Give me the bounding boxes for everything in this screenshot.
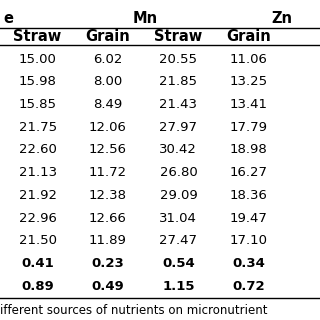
Text: Mn: Mn xyxy=(133,11,158,26)
Text: 12.66: 12.66 xyxy=(89,212,127,225)
Text: 21.50: 21.50 xyxy=(19,234,57,247)
Text: 21.13: 21.13 xyxy=(19,166,57,179)
Text: 29.09: 29.09 xyxy=(160,189,197,202)
Text: 0.23: 0.23 xyxy=(92,257,124,270)
Text: 22.60: 22.60 xyxy=(19,143,57,156)
Text: 0.41: 0.41 xyxy=(21,257,54,270)
Text: 0.49: 0.49 xyxy=(92,280,124,293)
Text: e: e xyxy=(3,11,13,26)
Text: 12.06: 12.06 xyxy=(89,121,127,134)
Text: 31.04: 31.04 xyxy=(159,212,197,225)
Text: 20.55: 20.55 xyxy=(159,52,197,66)
Text: 17.79: 17.79 xyxy=(230,121,268,134)
Text: 22.96: 22.96 xyxy=(19,212,57,225)
Text: 11.06: 11.06 xyxy=(230,52,268,66)
Text: 12.56: 12.56 xyxy=(89,143,127,156)
Text: Zn: Zn xyxy=(271,11,292,26)
Text: 13.25: 13.25 xyxy=(230,75,268,88)
Text: Grain: Grain xyxy=(227,29,271,44)
Text: 19.47: 19.47 xyxy=(230,212,268,225)
Text: Straw: Straw xyxy=(13,29,62,44)
Text: 0.72: 0.72 xyxy=(233,280,265,293)
Text: 27.47: 27.47 xyxy=(159,234,197,247)
Text: 18.36: 18.36 xyxy=(230,189,268,202)
Text: 15.85: 15.85 xyxy=(19,98,57,111)
Text: 0.54: 0.54 xyxy=(162,257,195,270)
Text: 8.49: 8.49 xyxy=(93,98,123,111)
Text: 13.41: 13.41 xyxy=(230,98,268,111)
Text: 15.00: 15.00 xyxy=(19,52,57,66)
Text: 30.42: 30.42 xyxy=(159,143,197,156)
Text: 0.89: 0.89 xyxy=(21,280,54,293)
Text: 21.43: 21.43 xyxy=(159,98,197,111)
Text: 18.98: 18.98 xyxy=(230,143,268,156)
Text: 21.85: 21.85 xyxy=(159,75,197,88)
Text: 0.34: 0.34 xyxy=(232,257,265,270)
Text: 15.98: 15.98 xyxy=(19,75,57,88)
Text: 21.75: 21.75 xyxy=(19,121,57,134)
Text: Grain: Grain xyxy=(86,29,130,44)
Text: 11.72: 11.72 xyxy=(89,166,127,179)
Text: 1.15: 1.15 xyxy=(162,280,195,293)
Text: 27.97: 27.97 xyxy=(159,121,197,134)
Text: 21.92: 21.92 xyxy=(19,189,57,202)
Text: ifferent sources of nutrients on micronutrient: ifferent sources of nutrients on micronu… xyxy=(0,304,268,316)
Text: 26.80: 26.80 xyxy=(160,166,197,179)
Text: Straw: Straw xyxy=(154,29,203,44)
Text: 8.00: 8.00 xyxy=(93,75,123,88)
Text: 11.89: 11.89 xyxy=(89,234,127,247)
Text: 6.02: 6.02 xyxy=(93,52,123,66)
Text: 16.27: 16.27 xyxy=(230,166,268,179)
Text: 17.10: 17.10 xyxy=(230,234,268,247)
Text: 12.38: 12.38 xyxy=(89,189,127,202)
